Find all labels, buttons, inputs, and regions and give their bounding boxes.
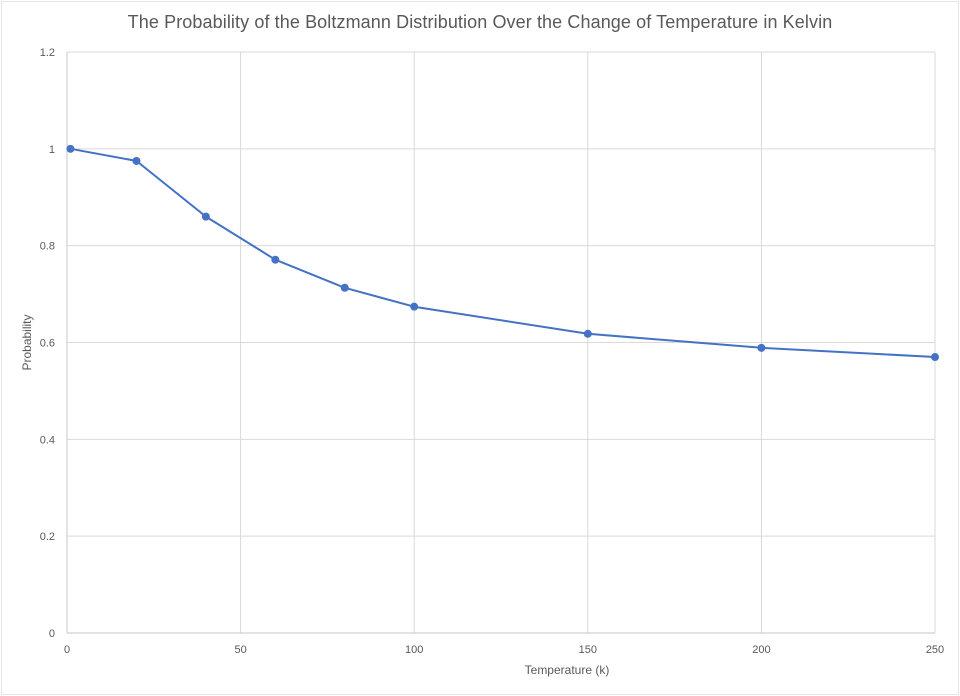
x-tick-label: 200 xyxy=(752,644,770,656)
chart-title: The Probability of the Boltzmann Distrib… xyxy=(127,12,833,32)
data-point[interactable] xyxy=(931,353,939,362)
y-tick-label: 0.4 xyxy=(40,434,55,446)
data-point[interactable] xyxy=(132,156,141,165)
data-point[interactable] xyxy=(583,329,592,338)
x-tick-label: 100 xyxy=(405,644,423,656)
data-point[interactable] xyxy=(66,144,75,153)
y-tick-label: 1.2 xyxy=(40,47,55,59)
y-tick-label: 0 xyxy=(49,628,55,640)
x-tick-label: 0 xyxy=(64,644,70,656)
tick-labels: 0 0.2 0.4 0.6 0.8 1 1.2 0 50 100 150 200 250 xyxy=(40,47,944,656)
x-tick-label: 50 xyxy=(234,644,246,656)
series-layer xyxy=(66,144,939,362)
data-point[interactable] xyxy=(410,302,419,311)
y-tick-label: 0.2 xyxy=(40,531,55,543)
data-point[interactable] xyxy=(271,255,280,264)
data-point[interactable] xyxy=(340,283,349,292)
gridlines xyxy=(66,51,936,634)
data-point[interactable] xyxy=(201,212,210,221)
x-tick-label: 150 xyxy=(579,644,597,656)
x-tick-label: 250 xyxy=(926,644,944,656)
series-line xyxy=(70,147,936,358)
data-point[interactable] xyxy=(757,343,766,352)
y-tick-label: 0.6 xyxy=(40,338,55,350)
y-tick-label: 0.8 xyxy=(40,241,55,253)
y-axis-title: Probability xyxy=(20,314,34,370)
x-axis-title: Temperature (k) xyxy=(525,663,610,677)
y-tick-label: 1 xyxy=(49,144,55,156)
